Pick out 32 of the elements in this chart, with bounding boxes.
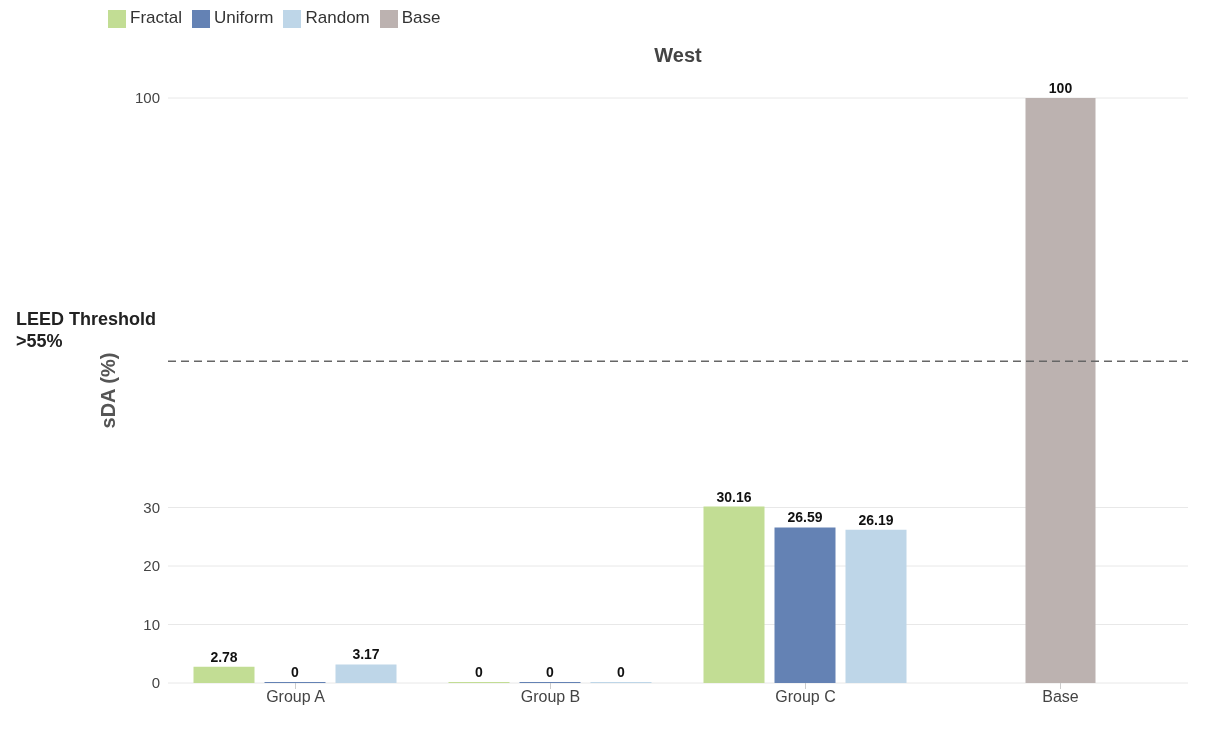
ref-line-label: LEED Threshold >55% xyxy=(16,309,157,352)
y-tick-label: 20 xyxy=(143,557,160,575)
data-label: 100 xyxy=(1048,80,1073,96)
x-tick-label: Base xyxy=(1042,688,1079,706)
x-tick-label: Group A xyxy=(266,688,326,706)
y-tick-label: 10 xyxy=(143,615,160,633)
y-axis-title: sDA (%) xyxy=(97,352,120,429)
data-label: 26.59 xyxy=(787,509,823,526)
bar xyxy=(335,664,397,683)
bar xyxy=(1025,98,1096,683)
data-label: 26.19 xyxy=(858,511,894,528)
y-tick-label: 100 xyxy=(134,89,160,107)
legend-label: Fractal xyxy=(130,8,182,27)
data-label: 2.78 xyxy=(210,648,238,665)
y-tick-label: 30 xyxy=(143,498,160,516)
data-label: 3.17 xyxy=(352,646,380,663)
bar xyxy=(845,529,907,683)
x-tick-label: Group C xyxy=(775,688,836,706)
data-label: 0 xyxy=(291,664,300,680)
chart-title: West xyxy=(653,44,703,67)
data-label: 0 xyxy=(546,664,555,680)
data-label: 30.16 xyxy=(716,488,752,505)
bar xyxy=(703,506,765,683)
bar xyxy=(774,527,836,683)
x-tick-label: Group B xyxy=(520,688,581,706)
legend-label: Random xyxy=(305,8,370,27)
legend-label: Uniform xyxy=(213,8,274,27)
y-tick-label: 0 xyxy=(151,674,160,692)
data-label: 0 xyxy=(475,664,484,680)
legend-label: Base xyxy=(401,8,441,27)
data-label: 0 xyxy=(617,664,626,680)
bar xyxy=(193,666,255,683)
